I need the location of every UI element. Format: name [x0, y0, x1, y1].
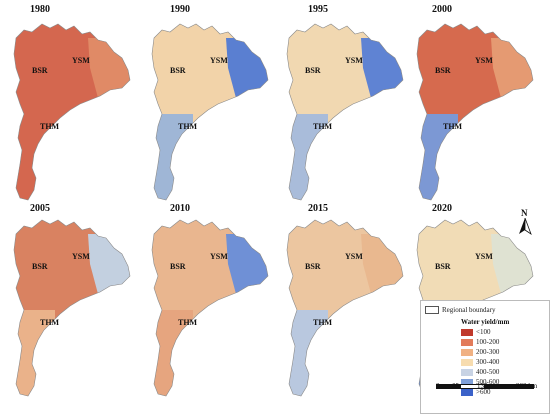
map-panel-2000 [416, 23, 534, 201]
region-label: THM [313, 318, 333, 327]
region-label: THM [40, 318, 60, 327]
region-label: THM [313, 122, 333, 131]
region-label: YSM [210, 252, 228, 261]
region-label: YSM [345, 252, 363, 261]
legend-swatch [461, 378, 473, 386]
region-label: BSR [435, 66, 451, 75]
region-label: THM [40, 122, 60, 131]
legend-class-label: 200-300 [476, 348, 500, 356]
region-label: THM [178, 122, 198, 131]
north-arrow-icon [519, 218, 532, 236]
scale-bar [436, 378, 536, 390]
region-label: BSR [32, 66, 48, 75]
legend-swatch [461, 348, 473, 356]
legend-class: 200-300 [461, 348, 499, 357]
legend-swatch [461, 338, 473, 346]
legend-swatch [461, 388, 473, 396]
legend-class-label: 100-200 [476, 338, 500, 346]
legend-class-label: <100 [476, 328, 491, 336]
legend-swatch [461, 368, 473, 376]
legend-class: 100-200 [461, 338, 499, 347]
scale-tick: 130 [477, 382, 488, 390]
panel-year-label: 2015 [308, 203, 328, 214]
region-label: YSM [345, 56, 363, 65]
boundary-swatch [425, 306, 439, 315]
region-label: BSR [305, 262, 321, 271]
region-label: BSR [435, 262, 451, 271]
legend-swatch [461, 358, 473, 366]
map-legend: Regional boundary Water yield/mm <100 10… [420, 300, 550, 414]
scale-tick: 260 km [516, 382, 538, 390]
region-label: YSM [475, 56, 493, 65]
region-label: THM [443, 122, 463, 131]
region-label: BSR [170, 66, 186, 75]
map-panel-1995 [286, 23, 404, 201]
legend-class: 400-500 [461, 368, 499, 377]
legend-class-label: 500-600 [476, 378, 500, 386]
region-label: BSR [305, 66, 321, 75]
panel-year-label: 2010 [170, 203, 190, 214]
region-label: BSR [32, 262, 48, 271]
panel-year-label: 2005 [30, 203, 50, 214]
map-panel-1990 [151, 23, 269, 201]
region-label: YSM [210, 56, 228, 65]
legend-title: Water yield/mm [461, 318, 510, 326]
north-arrow: N [517, 208, 537, 236]
region-label: THM [178, 318, 198, 327]
legend-class: >600 [461, 388, 490, 397]
legend-class: 300-400 [461, 358, 499, 367]
legend-class-label: 300-400 [476, 358, 500, 366]
map-panel-2015 [286, 219, 404, 397]
north-label: N [521, 208, 528, 218]
legend-boundary-label: Regional boundary [442, 306, 496, 314]
map-panel-2005 [13, 219, 131, 397]
legend-swatch [461, 328, 473, 336]
map-panel-2010 [151, 219, 269, 397]
legend-class: <100 [461, 328, 490, 337]
map-panel-1980 [13, 23, 131, 201]
region-label: YSM [72, 56, 90, 65]
legend-boundary-item: Regional boundary [425, 306, 496, 315]
region-label: YSM [475, 252, 493, 261]
legend-class: 500-600 [461, 378, 499, 387]
scale-segment [484, 384, 534, 389]
legend-class-label: 400-500 [476, 368, 500, 376]
panel-year-label: 1980 [30, 4, 50, 15]
scale-tick: 65 [452, 382, 459, 390]
scale-tick: 0 [436, 382, 440, 390]
panel-year-label: 2000 [432, 4, 452, 15]
panel-year-label: 1990 [170, 4, 190, 15]
panel-year-label: 1995 [308, 4, 328, 15]
region-label: YSM [72, 252, 90, 261]
legend-class-label: >600 [476, 388, 491, 396]
region-label: BSR [170, 262, 186, 271]
panel-year-label: 2020 [432, 203, 452, 214]
